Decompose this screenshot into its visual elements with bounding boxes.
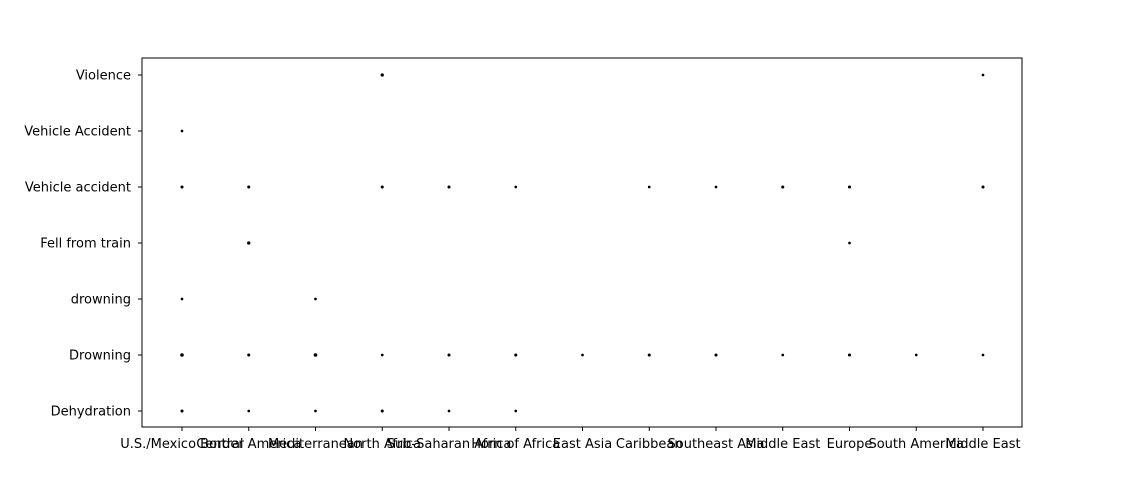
data-point <box>781 353 785 357</box>
data-point <box>313 353 318 357</box>
data-point <box>380 73 384 77</box>
plot-border <box>141 57 1023 428</box>
data-point <box>647 185 651 189</box>
y-tick-label: drowning <box>71 293 131 308</box>
data-point <box>981 353 985 357</box>
y-axis: Dehydration Drowning drowning Fell from tra… <box>24 69 142 420</box>
x-tick-label: Caribbean <box>616 437 683 452</box>
data-point <box>981 185 985 189</box>
data-point <box>247 241 251 245</box>
y-tick-label: Vehicle Accident <box>24 125 131 140</box>
x-tick-label: Horn of Africa <box>471 437 560 452</box>
y-tick-label: Drowning <box>69 349 131 364</box>
y-tick-label: Fell from train <box>40 237 131 252</box>
y-tick-label: Violence <box>76 69 131 84</box>
data-point <box>847 353 852 357</box>
data-point <box>714 185 718 189</box>
data-point <box>180 353 184 357</box>
y-tick-label: Vehicle accident <box>25 181 131 196</box>
data-point <box>514 185 518 189</box>
data-point <box>447 409 451 413</box>
x-tick-label: Europe <box>827 437 873 452</box>
x-tick-label: Middle East <box>945 437 1020 452</box>
data-point <box>314 409 317 413</box>
x-tick-label: Middle East <box>745 437 820 452</box>
data-point <box>247 185 251 189</box>
x-tick-label: U.S./Mexico Border <box>120 437 244 452</box>
x-tick-label: Mediterranean <box>268 437 363 452</box>
data-point <box>714 353 718 357</box>
y-tick-label: Dehydration <box>51 405 131 420</box>
data-point <box>514 353 518 357</box>
x-tick-label: South America <box>868 437 964 452</box>
data-point <box>647 353 651 357</box>
data-point <box>447 353 451 357</box>
data-point <box>180 129 184 133</box>
data-point <box>447 185 451 189</box>
x-tick-label: North Africa <box>343 437 421 452</box>
data-point <box>180 409 184 413</box>
data-point <box>581 353 584 357</box>
x-tick-label: Southeast Asia <box>668 437 765 452</box>
x-tick-label: Central America <box>196 437 301 452</box>
data-point <box>314 297 317 301</box>
data-point <box>180 297 184 301</box>
data-point <box>380 185 384 189</box>
data-point <box>848 241 851 245</box>
data-point <box>514 409 518 413</box>
data-point <box>914 353 918 357</box>
data-point <box>380 353 384 357</box>
data-point <box>247 409 251 413</box>
data-point <box>180 185 184 189</box>
x-tick-label: East Asia <box>553 437 612 452</box>
data-point <box>247 353 251 357</box>
data-point <box>847 185 852 189</box>
data-point <box>781 185 785 189</box>
data-point <box>981 73 985 77</box>
data-point <box>380 409 384 413</box>
x-tick-label: Sub-Saharan Africa <box>387 437 512 452</box>
plot-area <box>141 57 1023 428</box>
data-points <box>180 73 985 413</box>
